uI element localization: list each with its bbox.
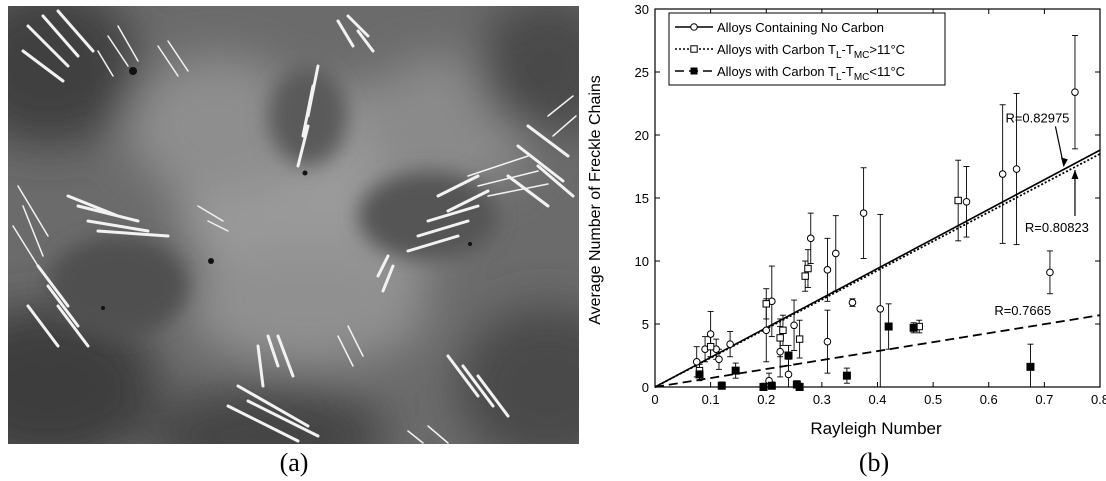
correlation-annotation: R=0.82975 bbox=[1005, 110, 1069, 125]
x-tick-label: 0.8 bbox=[1091, 392, 1106, 407]
chart-legend: Alloys Containing No Carbon Alloys with C… bbox=[668, 12, 946, 86]
legend-box bbox=[668, 12, 946, 86]
arrow-head bbox=[1071, 170, 1079, 180]
correlation-annotation: R=0.80823 bbox=[1025, 220, 1089, 235]
x-tick-label: 0.6 bbox=[980, 392, 998, 407]
y-tick-label: 0 bbox=[642, 380, 649, 395]
data-point-no-carbon bbox=[848, 298, 857, 307]
data-point-no-carbon bbox=[859, 209, 868, 217]
legend-entry: Alloys Containing No Carbon bbox=[717, 20, 884, 35]
data-point-no-carbon bbox=[806, 234, 815, 243]
data-point-carbon-high bbox=[706, 342, 715, 351]
x-axis-label: Rayleigh Number bbox=[810, 419, 942, 438]
data-point-carbon-low bbox=[784, 351, 793, 360]
data-point-carbon-low bbox=[759, 383, 768, 391]
panel-a-label: (a) bbox=[279, 448, 309, 477]
legend-entry: Alloys with Carbon TL-TMC<11°C bbox=[717, 64, 905, 83]
data-point-no-carbon bbox=[823, 266, 832, 274]
data-point-carbon-low bbox=[909, 323, 918, 332]
data-point-carbon-low bbox=[795, 383, 804, 391]
data-point-no-carbon bbox=[692, 358, 701, 366]
y-tick-label: 10 bbox=[635, 254, 649, 269]
correlation-annotation: R=0.7665 bbox=[994, 303, 1051, 318]
micrograph-pores bbox=[101, 67, 472, 310]
x-tick-label: 0.4 bbox=[868, 392, 886, 407]
x-tick-label: 0.1 bbox=[702, 392, 720, 407]
x-tick-label: 0.7 bbox=[1035, 392, 1053, 407]
data-point-carbon-high bbox=[801, 272, 809, 280]
x-tick-label: 0.2 bbox=[757, 392, 775, 407]
micrograph-image bbox=[8, 6, 579, 444]
data-point-no-carbon bbox=[706, 330, 715, 338]
data-point-no-carbon bbox=[998, 170, 1007, 178]
x-tick-label: 0.5 bbox=[924, 392, 942, 407]
x-tick-label: 0 bbox=[651, 392, 658, 407]
data-point-carbon-low bbox=[767, 381, 776, 390]
data-point-carbon-high bbox=[776, 334, 784, 342]
micrograph-dendrites bbox=[12, 9, 577, 444]
y-tick-label: 20 bbox=[635, 128, 649, 143]
data-point-no-carbon bbox=[762, 326, 771, 335]
data-point-no-carbon bbox=[876, 305, 885, 313]
data-point-carbon-high bbox=[795, 335, 804, 343]
data-point-no-carbon bbox=[790, 321, 798, 330]
data-point-no-carbon bbox=[962, 197, 971, 206]
data-point-carbon-high bbox=[779, 326, 787, 335]
data-point-carbon-low bbox=[842, 371, 851, 380]
data-point-carbon-high bbox=[954, 196, 962, 205]
freckle-chart: 0 0.1 0.2 0.3 0.4 0.5 0.6 0.7 0.8 0 5 10 15 20 25 30 R=… bbox=[587, 2, 1106, 438]
data-point-no-carbon bbox=[823, 337, 832, 346]
legend-marker-open-square bbox=[690, 45, 698, 53]
panel-b-label: (b) bbox=[858, 448, 890, 477]
y-tick-label: 15 bbox=[635, 191, 649, 206]
data-point-carbon-low bbox=[1026, 362, 1035, 371]
data-point-carbon-low bbox=[884, 322, 893, 331]
y-tick-label: 30 bbox=[635, 2, 649, 17]
legend-entry: Alloys with Carbon TL-TMC>11°C bbox=[717, 42, 905, 61]
x-tick-label: 0.3 bbox=[813, 392, 831, 407]
y-tick-label: 25 bbox=[635, 65, 649, 80]
data-point-no-carbon bbox=[1046, 268, 1054, 277]
arrow-head bbox=[1060, 157, 1068, 167]
y-tick-label: 5 bbox=[642, 317, 649, 332]
data-point-no-carbon bbox=[784, 370, 793, 379]
data-point-no-carbon bbox=[726, 340, 734, 348]
data-point-no-carbon bbox=[776, 347, 784, 356]
fit-line-dotted bbox=[654, 153, 1101, 388]
data-point-no-carbon bbox=[1071, 88, 1079, 96]
data-point-carbon-high bbox=[804, 264, 812, 273]
legend-marker-filled-square bbox=[690, 67, 698, 75]
y-axis-label: Average Number of Freckle Chains bbox=[587, 75, 604, 325]
data-point-carbon-high bbox=[762, 300, 770, 308]
data-point-no-carbon bbox=[715, 355, 723, 364]
fit-line-dashed bbox=[654, 314, 1101, 388]
data-point-carbon-low bbox=[695, 370, 704, 379]
data-point-carbon-low bbox=[731, 366, 740, 375]
data-point-no-carbon bbox=[831, 249, 840, 258]
legend-marker-circle bbox=[690, 23, 698, 31]
data-point-carbon-low bbox=[717, 381, 726, 390]
data-point-no-carbon bbox=[1012, 165, 1021, 173]
